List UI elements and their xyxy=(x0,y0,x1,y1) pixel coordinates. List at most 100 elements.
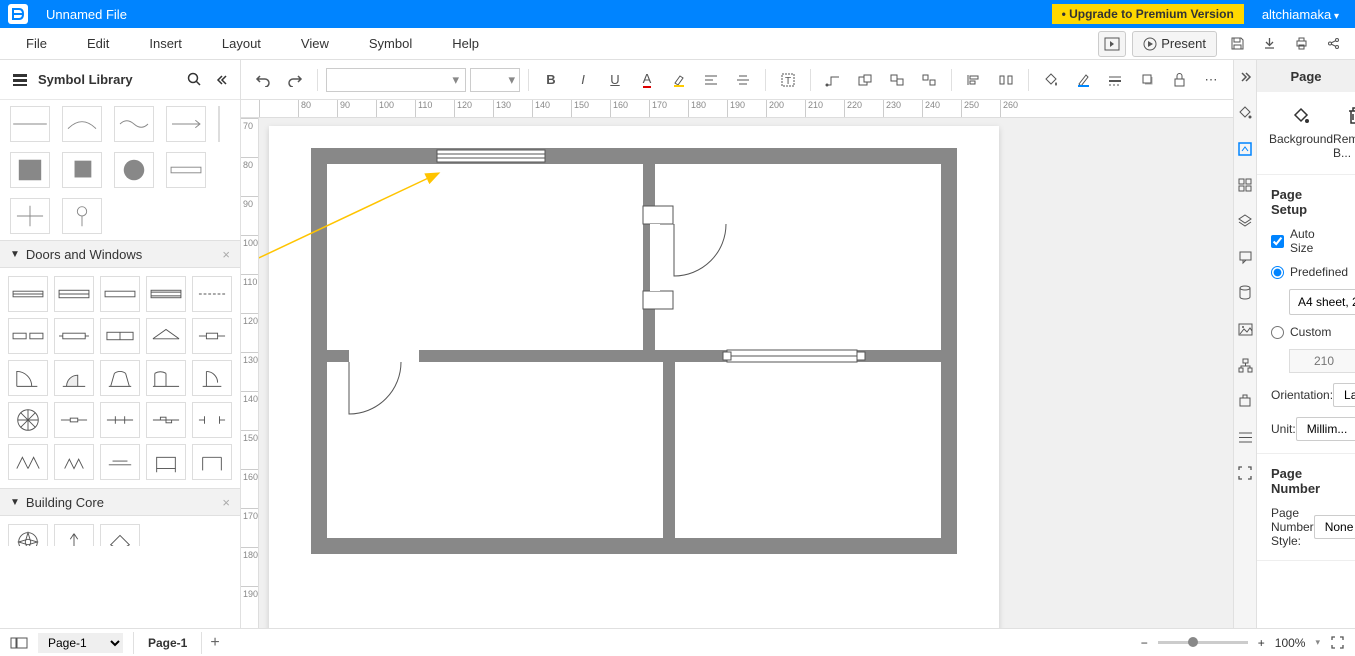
door-symbol[interactable] xyxy=(100,444,140,480)
door-symbol[interactable] xyxy=(146,444,186,480)
shape-item[interactable] xyxy=(218,106,220,142)
bold-button[interactable]: B xyxy=(537,66,565,94)
width-input[interactable] xyxy=(1289,349,1355,373)
building-symbol[interactable] xyxy=(8,524,48,546)
shape-item[interactable] xyxy=(10,106,50,142)
door-symbol[interactable] xyxy=(192,360,232,396)
zoom-slider[interactable] xyxy=(1158,641,1248,644)
valign-button[interactable] xyxy=(729,66,757,94)
text-tool-button[interactable]: T xyxy=(774,66,802,94)
zoom-in-button[interactable]: + xyxy=(1258,636,1265,650)
highlight-button[interactable] xyxy=(665,66,693,94)
lock-button[interactable] xyxy=(1165,66,1193,94)
window-symbol[interactable] xyxy=(100,276,140,312)
download-icon[interactable] xyxy=(1255,31,1283,57)
comments-icon[interactable] xyxy=(1234,246,1256,268)
building-symbol[interactable] xyxy=(54,524,94,546)
door-symbol[interactable] xyxy=(8,360,48,396)
section-building-core[interactable]: ▼ Building Core × xyxy=(0,488,240,516)
group-button[interactable] xyxy=(883,66,911,94)
expand-panel-icon[interactable] xyxy=(1234,66,1256,88)
upgrade-button[interactable]: • Upgrade to Premium Version xyxy=(1052,4,1244,24)
connector-button[interactable] xyxy=(819,66,847,94)
user-menu[interactable]: altchiamaka xyxy=(1262,7,1347,22)
menu-help[interactable]: Help xyxy=(432,36,499,51)
shape-item[interactable] xyxy=(10,198,50,234)
remove-bg-button[interactable]: Remove B... xyxy=(1333,106,1355,160)
background-button[interactable]: Background xyxy=(1269,106,1333,160)
shape-item[interactable] xyxy=(166,106,206,142)
floor-plan[interactable] xyxy=(309,146,959,556)
zoom-level[interactable]: 100% xyxy=(1275,636,1306,650)
door-symbol[interactable] xyxy=(100,360,140,396)
window-symbol[interactable] xyxy=(100,318,140,354)
fill-button[interactable] xyxy=(1037,66,1065,94)
shadow-button[interactable] xyxy=(1133,66,1161,94)
shape-insert-button[interactable] xyxy=(851,66,879,94)
window-symbol[interactable] xyxy=(54,318,94,354)
present-button[interactable]: Present xyxy=(1132,31,1217,57)
shape-item[interactable] xyxy=(114,152,154,188)
door-symbol[interactable] xyxy=(192,402,232,438)
app-logo[interactable] xyxy=(8,4,28,24)
share-icon[interactable] xyxy=(1319,31,1347,57)
door-symbol[interactable] xyxy=(54,402,94,438)
window-symbol[interactable] xyxy=(192,276,232,312)
file-name[interactable]: Unnamed File xyxy=(46,7,127,22)
door-symbol[interactable] xyxy=(100,402,140,438)
menu-insert[interactable]: Insert xyxy=(129,36,202,51)
shape-item[interactable] xyxy=(114,106,154,142)
door-symbol[interactable] xyxy=(192,444,232,480)
distribute-button[interactable] xyxy=(992,66,1020,94)
align-shapes-button[interactable] xyxy=(960,66,988,94)
menu-file[interactable]: File xyxy=(6,36,67,51)
save-icon[interactable] xyxy=(1223,31,1251,57)
fit-screen-button[interactable] xyxy=(1330,635,1345,650)
window-symbol[interactable] xyxy=(146,276,186,312)
door-symbol[interactable] xyxy=(8,444,48,480)
page-settings-icon[interactable] xyxy=(1234,138,1256,160)
collapse-icon[interactable] xyxy=(214,73,228,87)
line-color-button[interactable] xyxy=(1069,66,1097,94)
font-size-selector[interactable]: ▾ xyxy=(470,68,520,92)
image-icon[interactable] xyxy=(1234,318,1256,340)
shape-item[interactable] xyxy=(62,106,102,142)
italic-button[interactable]: I xyxy=(569,66,597,94)
zoom-dropdown-icon[interactable]: ▾ xyxy=(1315,637,1320,648)
canvas[interactable] xyxy=(259,118,1233,628)
window-symbol[interactable] xyxy=(8,276,48,312)
grid-icon[interactable] xyxy=(1234,174,1256,196)
close-section-icon[interactable]: × xyxy=(222,247,230,262)
menu-symbol[interactable]: Symbol xyxy=(349,36,432,51)
door-symbol[interactable] xyxy=(54,360,94,396)
page-tab[interactable]: Page-1 xyxy=(133,632,202,654)
slideshow-icon[interactable] xyxy=(1098,31,1126,57)
window-symbol[interactable] xyxy=(54,276,94,312)
layers-icon[interactable] xyxy=(1234,210,1256,232)
pages-icon[interactable] xyxy=(10,636,28,650)
data-icon[interactable] xyxy=(1234,282,1256,304)
predefined-size-input[interactable] xyxy=(1289,289,1355,315)
shape-item[interactable] xyxy=(62,152,102,188)
menu-edit[interactable]: Edit xyxy=(67,36,129,51)
hierarchy-icon[interactable] xyxy=(1234,354,1256,376)
door-symbol[interactable] xyxy=(146,360,186,396)
building-symbol[interactable] xyxy=(100,524,140,546)
page-number-style-select[interactable]: None xyxy=(1314,515,1355,539)
more-button[interactable]: ⋯ xyxy=(1197,66,1225,94)
window-symbol[interactable] xyxy=(192,318,232,354)
line-style-button[interactable] xyxy=(1101,66,1129,94)
history-icon[interactable] xyxy=(1234,426,1256,448)
underline-button[interactable]: U xyxy=(601,66,629,94)
print-icon[interactable] xyxy=(1287,31,1315,57)
align-button[interactable] xyxy=(697,66,725,94)
shape-item[interactable] xyxy=(10,152,50,188)
font-color-button[interactable]: A xyxy=(633,66,661,94)
orientation-select[interactable]: Lands... xyxy=(1333,383,1355,407)
search-icon[interactable] xyxy=(187,72,202,87)
autosize-checkbox[interactable] xyxy=(1271,235,1284,248)
fullscreen-icon[interactable] xyxy=(1234,462,1256,484)
section-doors-windows[interactable]: ▼ Doors and Windows × xyxy=(0,240,240,268)
drawing-page[interactable] xyxy=(269,126,999,628)
shape-item[interactable] xyxy=(166,152,206,188)
